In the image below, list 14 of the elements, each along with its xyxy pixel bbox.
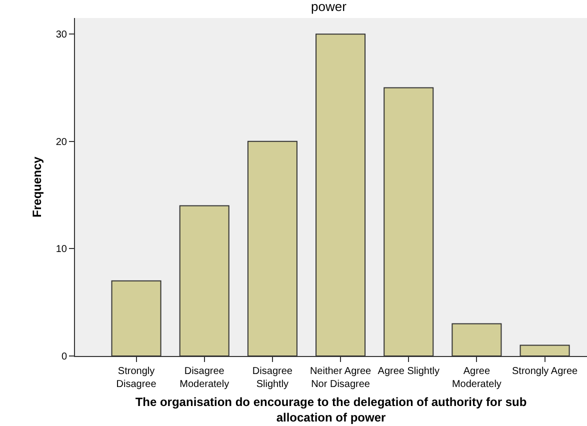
y-tick-label: 0 [61, 352, 68, 362]
y-tick-label: 20 [56, 136, 68, 148]
x-tick-label: Disagree Moderately [180, 366, 230, 390]
x-axis-title: The organisation do encourage to the delegation of authority for sub allocation of power [135, 394, 527, 424]
x-tick-label: Neither Agree Nor Disagree [310, 366, 372, 390]
x-tick-label: Agree Moderately [452, 366, 502, 390]
chart-title: power [311, 0, 348, 14]
x-tick-label: Strongly Agree [512, 366, 578, 377]
y-tick-label: 30 [56, 30, 68, 41]
y-axis-title: Frequency [30, 156, 44, 218]
x-tick-label: Agree Slightly [378, 366, 440, 377]
y-tick-label: 10 [56, 244, 68, 256]
x-tick-label: Strongly Disagree [116, 366, 157, 390]
x-tick-label: Disagree Slightly [252, 366, 293, 390]
